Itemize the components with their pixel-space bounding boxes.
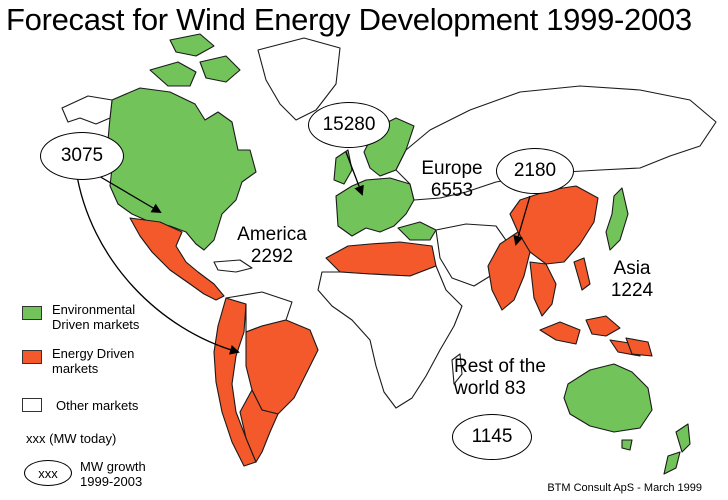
southeast-asia bbox=[529, 261, 557, 317]
madagascar bbox=[451, 353, 463, 385]
map-title: Forecast for Wind Energy Development 199… bbox=[6, 2, 692, 37]
legend-environmental-swatch bbox=[22, 306, 42, 320]
legend-environmental-line2: Driven markets bbox=[52, 317, 140, 332]
europe-label: Europe 6553 bbox=[414, 158, 490, 202]
asia-value: 1224 bbox=[610, 280, 654, 301]
asia-name: Asia bbox=[613, 258, 651, 279]
mexico-central-america bbox=[129, 217, 225, 301]
uk-ireland bbox=[333, 149, 353, 185]
rest-growth-value: 1145 bbox=[471, 426, 513, 447]
legend-mw-today-label: xxx (MW today) bbox=[26, 431, 117, 446]
asia-label: Asia 1224 bbox=[596, 258, 668, 302]
rest-label: Rest of the world 83 bbox=[454, 356, 564, 400]
rest-name-line1: Rest of the bbox=[454, 356, 546, 377]
greece-turkey bbox=[397, 221, 437, 241]
legend-mw-today: xxx (MW today) bbox=[26, 431, 116, 446]
europe-arrow bbox=[345, 151, 364, 196]
america-value: 2292 bbox=[250, 246, 294, 267]
asia-arrow bbox=[513, 195, 531, 246]
indonesia bbox=[539, 257, 641, 357]
new-zealand bbox=[663, 423, 691, 475]
america-arrow bbox=[91, 171, 162, 214]
legend-energy: Energy Driven markets bbox=[52, 346, 134, 376]
legend-other: Other markets bbox=[56, 398, 138, 413]
sub-saharan-africa bbox=[317, 265, 463, 409]
papua bbox=[625, 337, 653, 357]
legend-growth-line2: 1999-2003 bbox=[80, 474, 143, 489]
legend-growth-bubble: xxx bbox=[24, 460, 72, 486]
brazil bbox=[245, 319, 319, 415]
source-credit: BTM Consult ApS - March 1999 bbox=[547, 482, 702, 494]
legend-other-swatch bbox=[22, 398, 42, 412]
legend-energy-line1: Energy Driven bbox=[52, 346, 135, 361]
legend-growth-symbol: xxx bbox=[38, 465, 58, 481]
america-label: America 2292 bbox=[230, 224, 314, 268]
legend-growth: MW growth 1999-2003 bbox=[80, 459, 146, 489]
rest-growth-bubble: 1145 bbox=[452, 414, 532, 460]
alaska bbox=[61, 95, 113, 125]
china bbox=[509, 185, 599, 265]
legend-environmental: Environmental Driven markets bbox=[52, 302, 139, 332]
arctic-islands bbox=[149, 33, 241, 87]
legend-energy-line2: markets bbox=[52, 361, 99, 376]
south-america-arrow bbox=[75, 169, 240, 355]
europe-growth-bubble: 15280 bbox=[308, 102, 390, 148]
rest-name-line2: world 83 bbox=[454, 378, 526, 399]
australia bbox=[563, 363, 653, 433]
legend-energy-swatch bbox=[22, 350, 42, 364]
america-growth-value: 3075 bbox=[60, 145, 104, 166]
europe-growth-value: 15280 bbox=[322, 114, 376, 135]
southern-cone bbox=[239, 389, 279, 463]
legend-growth-line1: MW growth bbox=[80, 459, 146, 474]
legend-environmental-line1: Environmental bbox=[52, 302, 136, 317]
legend-other-label: Other markets bbox=[56, 398, 139, 413]
north-africa bbox=[325, 241, 437, 277]
caribbean bbox=[213, 259, 253, 273]
europe-value: 6553 bbox=[430, 180, 474, 201]
asia-growth-value: 2180 bbox=[513, 160, 557, 181]
asia-growth-bubble: 2180 bbox=[496, 148, 574, 194]
tasmania bbox=[621, 439, 633, 451]
america-name: America bbox=[237, 224, 307, 245]
russia bbox=[395, 85, 717, 201]
north-america-canada-usa bbox=[107, 87, 257, 251]
europe-name: Europe bbox=[421, 158, 483, 179]
america-growth-bubble: 3075 bbox=[40, 132, 124, 180]
japan bbox=[605, 187, 629, 251]
